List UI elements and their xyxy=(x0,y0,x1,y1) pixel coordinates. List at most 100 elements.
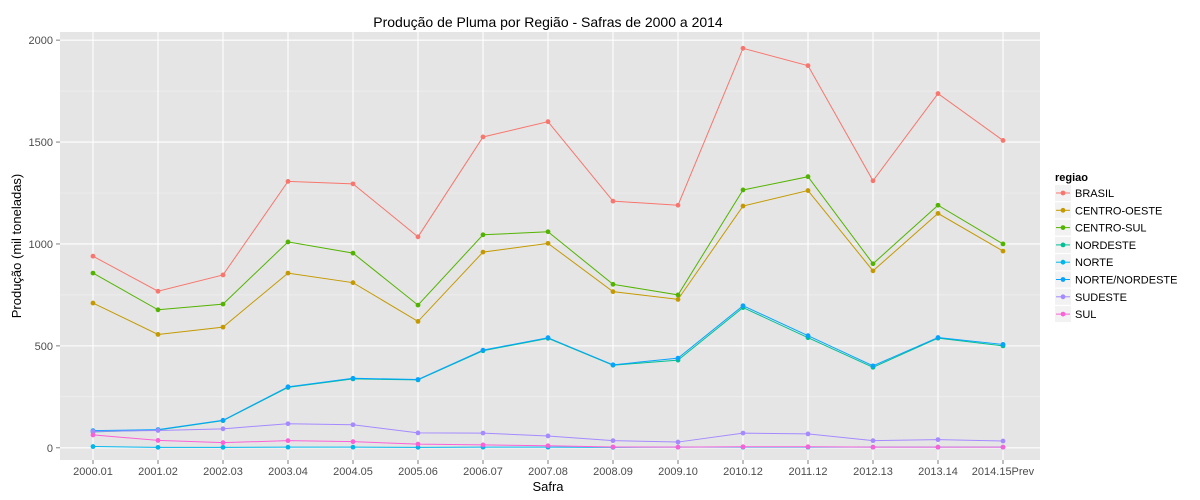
data-point-norte-nordeste xyxy=(285,384,291,390)
legend-label: CENTRO-SUL xyxy=(1075,223,1147,235)
x-tick-label: 2009.10 xyxy=(658,466,698,478)
data-point-norte xyxy=(285,444,291,450)
data-point-centro-oeste xyxy=(350,280,356,286)
data-point-centro-oeste xyxy=(740,203,746,209)
legend-key-point xyxy=(1060,311,1066,317)
x-tick-label: 2014.15Prev xyxy=(972,466,1035,478)
data-point-centro-sul xyxy=(675,292,681,298)
x-tick-label: 2007.08 xyxy=(528,466,568,478)
data-point-centro-sul xyxy=(415,302,421,308)
data-point-brasil xyxy=(870,178,876,184)
x-tick-label: 2001.02 xyxy=(138,466,178,478)
x-tick-label: 2004.05 xyxy=(333,466,373,478)
data-point-sul xyxy=(155,438,161,443)
data-point-sul xyxy=(220,440,226,446)
data-point-sudeste xyxy=(870,438,876,444)
data-point-norte-nordeste xyxy=(415,377,421,382)
legend-label: NORTE/NORDESTE xyxy=(1075,275,1177,287)
y-tick-label: 0 xyxy=(47,443,53,455)
data-point-sul xyxy=(740,444,746,450)
data-point-sudeste xyxy=(675,439,681,445)
data-point-sudeste xyxy=(155,428,161,433)
legend-label: NORTE xyxy=(1075,257,1113,269)
legend-item-nordeste: NORDESTE xyxy=(1055,236,1136,253)
legend-item-centro-oeste: CENTRO-OESTE xyxy=(1055,202,1162,219)
data-point-centro-oeste xyxy=(155,332,161,337)
data-point-centro-sul xyxy=(740,187,746,193)
legend-key-point xyxy=(1060,259,1066,265)
data-point-centro-oeste xyxy=(610,289,616,295)
data-point-sul xyxy=(480,442,486,448)
legend-label: NORDESTE xyxy=(1075,240,1136,252)
legend-key-point xyxy=(1060,225,1066,231)
data-point-norte-nordeste xyxy=(870,363,876,369)
legend-item-norte-nordeste: NORTE/NORDESTE xyxy=(1055,271,1177,288)
legend: regiao BRASIL CENTRO-OESTE CENTRO-SUL NORDE… xyxy=(1055,172,1177,323)
data-point-sul xyxy=(415,441,421,447)
series-points xyxy=(90,45,1006,450)
data-point-centro-sul xyxy=(480,232,486,238)
data-point-brasil xyxy=(480,134,486,140)
data-point-centro-sul xyxy=(220,301,226,307)
data-point-sul xyxy=(805,444,811,450)
data-point-brasil xyxy=(220,272,226,278)
x-axis: 2000.01 2001.02 2002.03 2003.04 2004.05 2005.… xyxy=(73,460,1035,478)
legend-item-centro-sul: CENTRO-SUL xyxy=(1055,219,1147,236)
data-point-norte-nordeste xyxy=(1000,342,1006,347)
data-point-centro-oeste xyxy=(675,297,681,302)
data-point-centro-sul xyxy=(90,270,96,276)
x-tick-label: 2010.12 xyxy=(723,466,763,478)
data-point-brasil xyxy=(285,178,291,184)
legend-key-point xyxy=(1060,207,1066,213)
data-point-centro-oeste xyxy=(805,188,811,193)
data-point-centro-sul xyxy=(935,202,941,208)
y-tick-label: 1500 xyxy=(29,137,53,149)
data-point-brasil xyxy=(155,288,161,294)
x-tick-label: 2013.14 xyxy=(918,466,958,478)
data-point-norte-nordeste xyxy=(935,335,941,340)
data-point-norte xyxy=(350,444,356,450)
y-axis: 0 500 1000 1500 2000 xyxy=(29,35,60,455)
data-point-sul xyxy=(1000,444,1006,450)
data-point-brasil xyxy=(675,202,681,208)
data-point-brasil xyxy=(740,45,746,51)
data-point-norte xyxy=(220,444,226,450)
data-point-sudeste xyxy=(740,430,746,436)
data-point-brasil xyxy=(1000,138,1006,143)
legend-item-sul: SUL xyxy=(1055,306,1096,323)
data-point-brasil xyxy=(610,198,616,204)
data-point-centro-oeste xyxy=(285,270,291,276)
x-tick-label: 2003.04 xyxy=(268,466,308,478)
data-point-sul xyxy=(90,432,96,438)
y-tick-label: 2000 xyxy=(29,35,53,47)
data-point-centro-oeste xyxy=(90,300,96,306)
legend-key-point xyxy=(1060,294,1066,300)
data-point-sul xyxy=(610,444,616,450)
data-point-brasil xyxy=(805,63,811,69)
data-point-sudeste xyxy=(415,430,421,436)
data-point-sul xyxy=(350,439,356,445)
y-axis-title: Produção (mil toneladas) xyxy=(9,174,24,319)
data-point-sudeste xyxy=(220,426,226,432)
data-point-sudeste xyxy=(480,430,486,436)
data-point-norte-nordeste xyxy=(740,303,746,309)
data-point-brasil xyxy=(545,119,551,125)
x-tick-label: 2000.01 xyxy=(73,466,113,478)
data-point-norte-nordeste xyxy=(545,335,551,341)
data-point-norte-nordeste xyxy=(220,417,226,423)
legend-key-point xyxy=(1060,190,1066,196)
legend-key-point xyxy=(1060,242,1066,248)
legend-label: BRASIL xyxy=(1075,188,1114,200)
data-point-norte-nordeste xyxy=(610,362,616,368)
data-point-norte-nordeste xyxy=(480,347,486,353)
legend-item-sudeste: SUDESTE xyxy=(1055,288,1127,305)
data-point-sudeste xyxy=(935,437,941,443)
x-tick-label: 2002.03 xyxy=(203,466,243,478)
data-point-centro-oeste xyxy=(935,210,941,216)
data-point-sudeste xyxy=(1000,438,1006,444)
data-point-centro-sul xyxy=(285,239,291,245)
data-point-sudeste xyxy=(285,421,291,427)
data-point-norte xyxy=(90,444,96,449)
data-point-sul xyxy=(935,444,941,450)
